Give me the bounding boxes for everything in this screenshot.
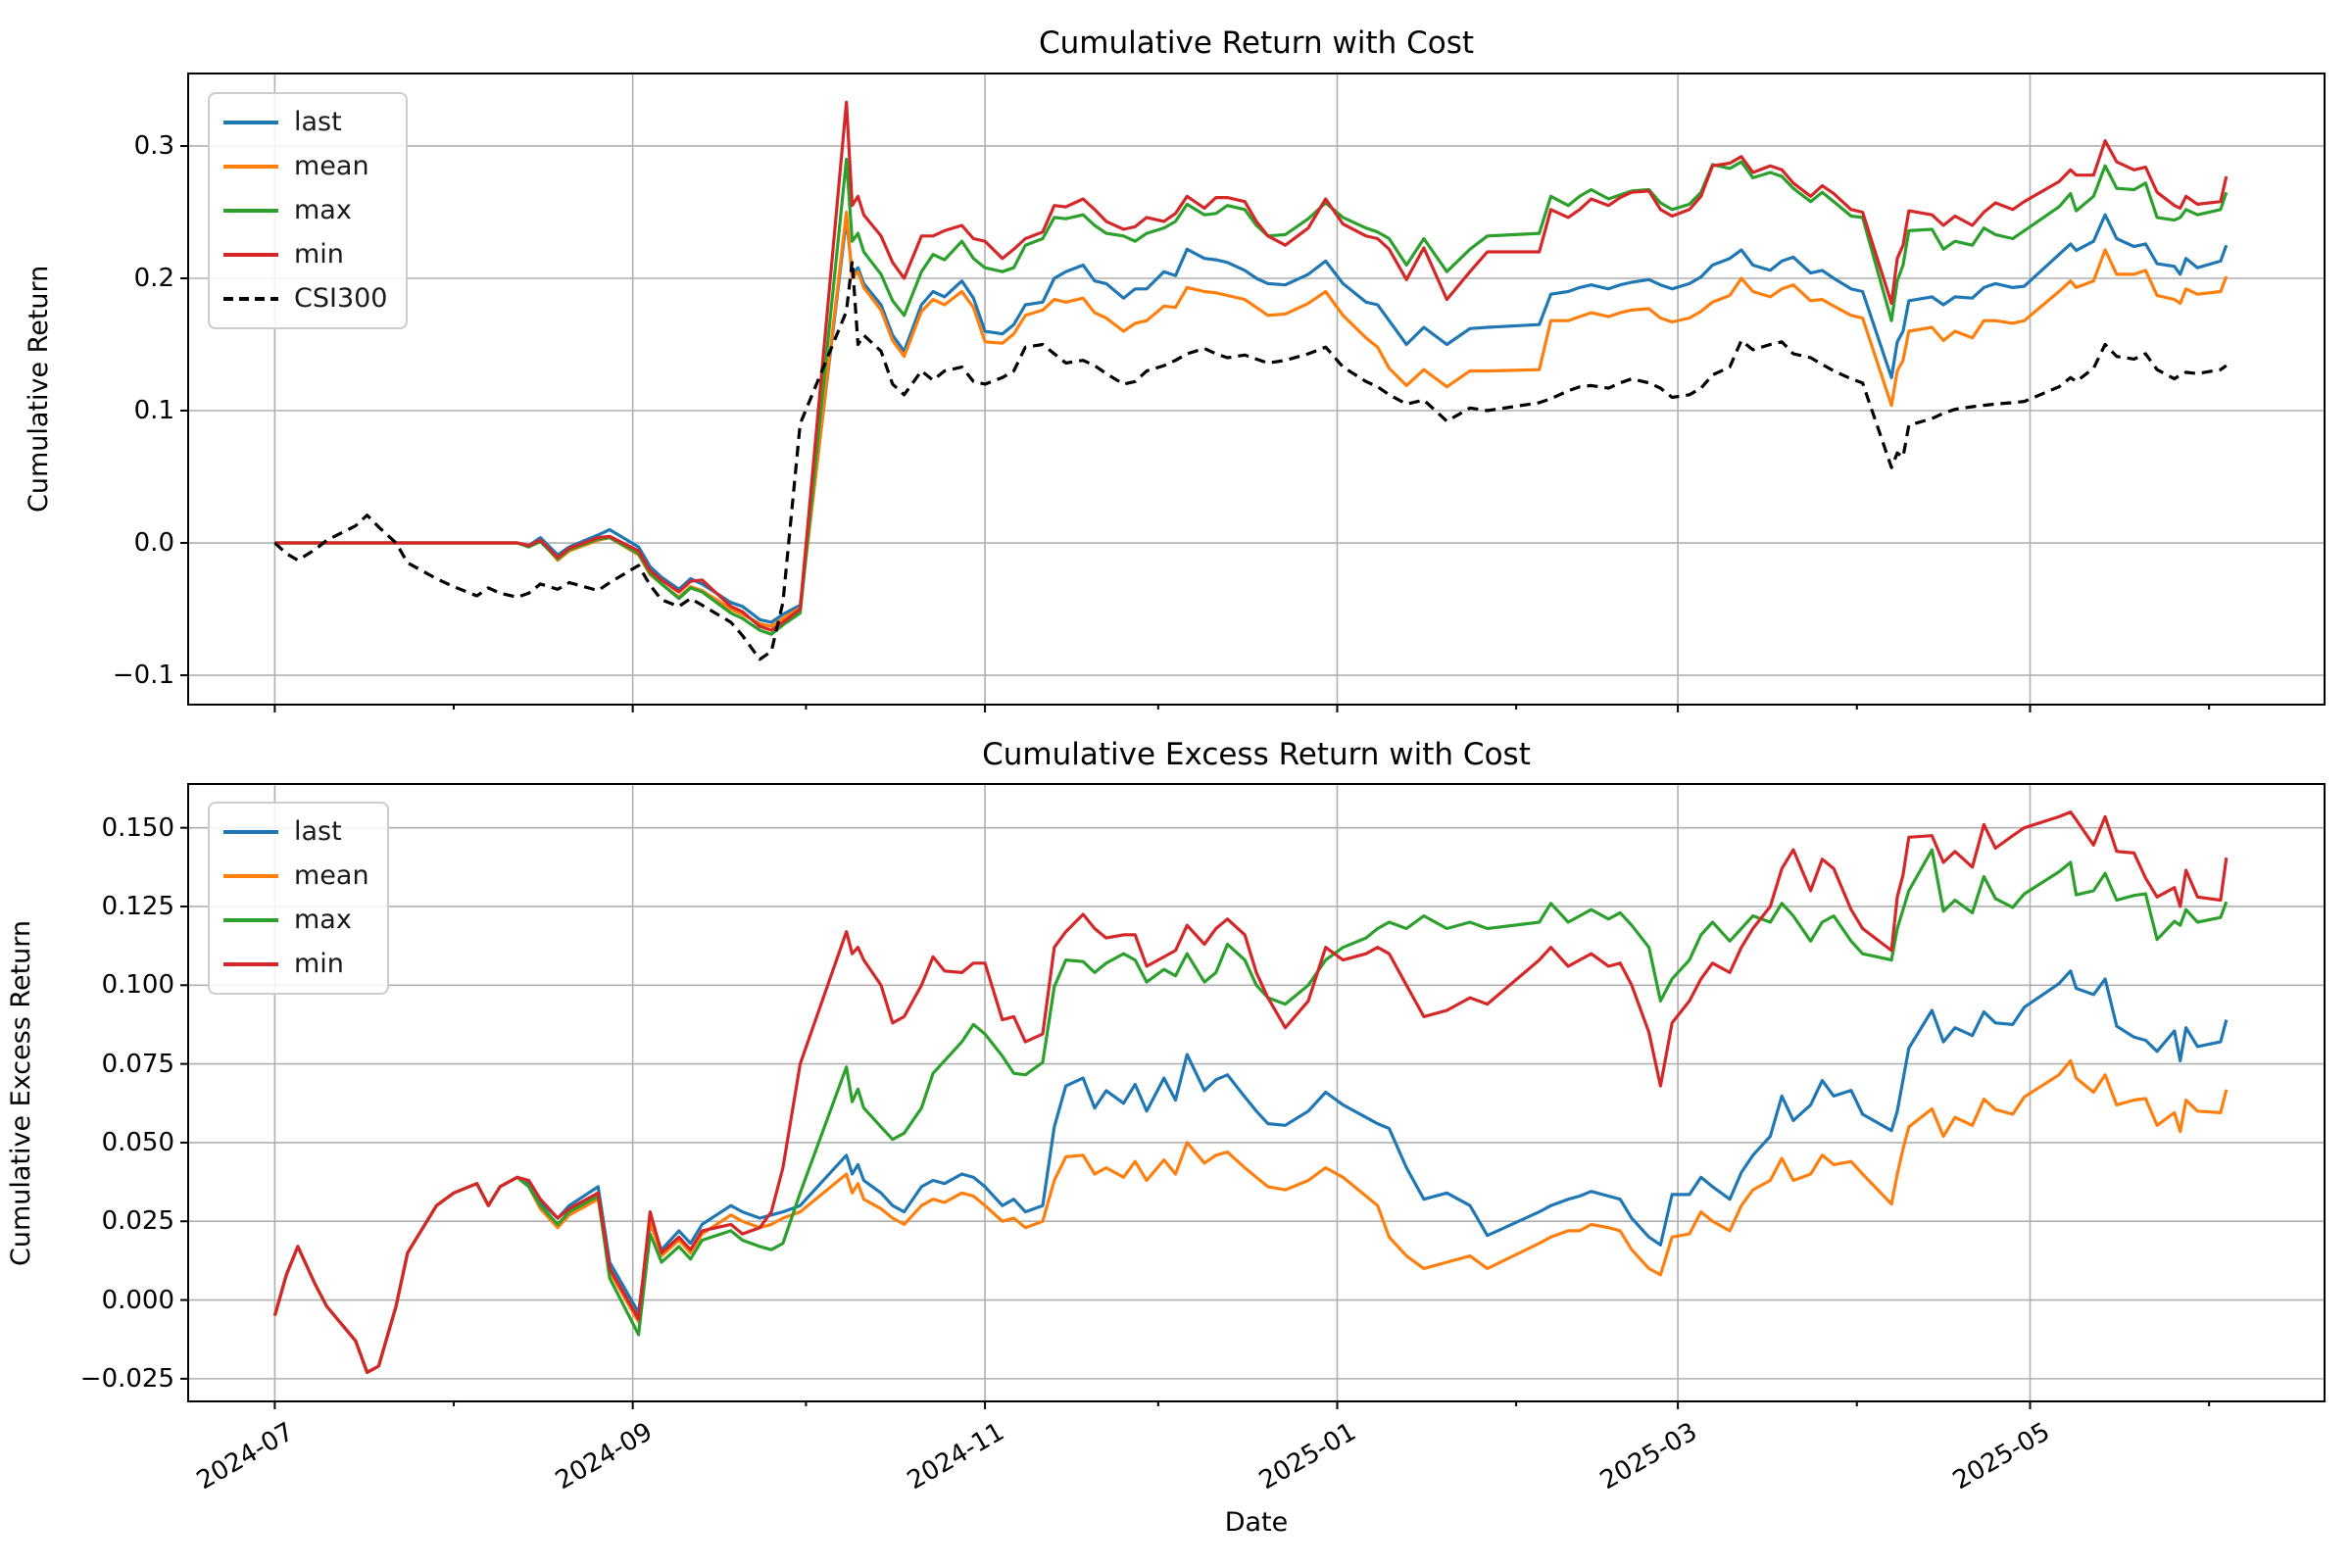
legend-cumulative-return: last mean max min CSI300 xyxy=(208,92,408,329)
legend-label: max xyxy=(294,195,352,225)
legend-label: min xyxy=(294,239,344,270)
series-line-max xyxy=(274,157,2229,636)
x-axis-label-date: Date xyxy=(1224,1507,1289,1538)
y-tick-label: 0.0 xyxy=(133,528,174,559)
legend-label: CSI300 xyxy=(294,283,388,314)
legend-entry-mean: mean xyxy=(223,858,369,895)
y-tick-label: 0.025 xyxy=(101,1206,174,1237)
y-tick-label: −0.025 xyxy=(79,1363,174,1394)
legend-entry-last: last xyxy=(223,104,388,141)
chart-title-cumulative-excess-return: Cumulative Excess Return with Cost xyxy=(982,737,1531,772)
y-tick-label: 0.075 xyxy=(101,1049,174,1079)
legend-label: mean xyxy=(294,860,369,891)
y-tick-label: 0.2 xyxy=(133,263,174,293)
legend-label: min xyxy=(294,949,344,979)
y-tick-label: 0.100 xyxy=(101,970,174,1001)
series-line-last xyxy=(272,969,2229,1374)
y-tick-label: 0.3 xyxy=(133,130,174,161)
legend-entry-max: max xyxy=(223,902,369,939)
legend-entry-csi300: CSI300 xyxy=(223,280,388,318)
axes-spines xyxy=(187,783,2326,1402)
series-line-min xyxy=(274,100,2229,632)
axes-spines xyxy=(187,73,2326,706)
series-line-min xyxy=(272,810,2229,1374)
legend-entry-min: min xyxy=(223,946,369,983)
legend-label: mean xyxy=(294,151,369,181)
legend-entry-min: min xyxy=(223,236,388,273)
y-tick-label: 0.125 xyxy=(101,891,174,921)
y-tick-label: −0.1 xyxy=(112,661,174,691)
y-tick-label: 0.150 xyxy=(101,812,174,843)
y-tick-label: 0.050 xyxy=(101,1127,174,1157)
grid xyxy=(188,784,2325,1401)
y-tick-label: 0.1 xyxy=(133,396,174,425)
legend-cumulative-excess-return: last mean max min xyxy=(208,802,389,995)
legend-swatch-min xyxy=(223,253,278,257)
legend-swatch-mean xyxy=(223,874,278,878)
chart-title-cumulative-return: Cumulative Return with Cost xyxy=(1038,25,1475,61)
series-line-csi300 xyxy=(273,259,2228,662)
legend-entry-max: max xyxy=(223,192,388,229)
legend-swatch-mean xyxy=(223,165,278,169)
series-line-max xyxy=(272,848,2229,1374)
series-line-mean xyxy=(272,1058,2229,1374)
legend-swatch-max xyxy=(223,209,278,213)
legend-swatch-min xyxy=(223,962,278,966)
legend-entry-mean: mean xyxy=(223,148,388,185)
legend-label: last xyxy=(294,816,342,847)
legend-label: last xyxy=(294,107,342,137)
y-tick-label: 0.000 xyxy=(101,1285,174,1315)
legend-swatch-last xyxy=(223,830,278,834)
legend-swatch-last xyxy=(223,121,278,124)
series-line-last xyxy=(274,213,2229,624)
tick-marks xyxy=(180,826,2211,1409)
legend-label: max xyxy=(294,905,352,935)
legend-swatch-max xyxy=(223,918,278,922)
tick-marks xyxy=(180,144,2211,712)
legend-swatch-csi300 xyxy=(223,297,278,301)
legend-entry-last: last xyxy=(223,813,369,851)
